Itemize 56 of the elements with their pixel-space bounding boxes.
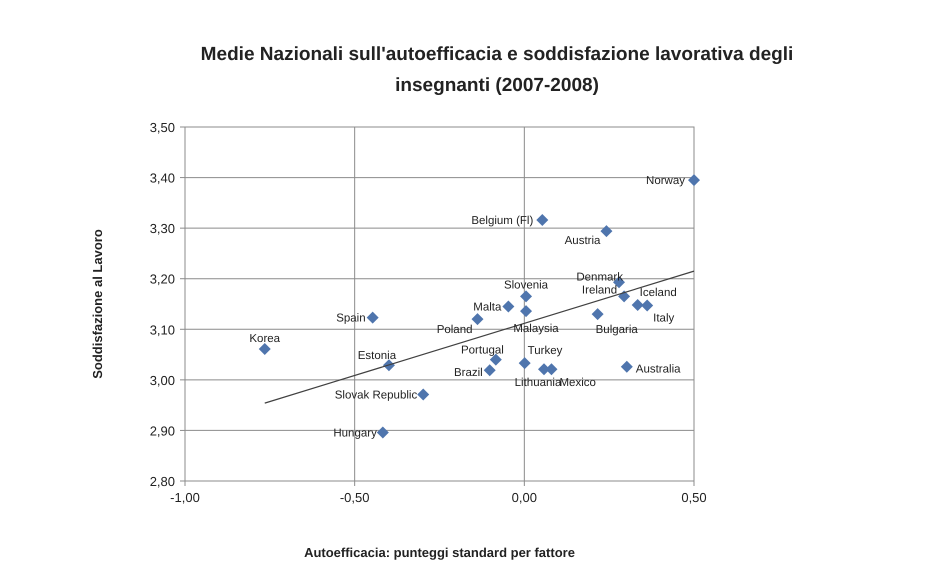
annotation: Slovak Republic — [334, 390, 418, 402]
y-tick-label: 2,80 — [150, 474, 175, 489]
y-tick-label: 2,90 — [150, 423, 175, 438]
annotation: Lithuania — [514, 377, 562, 390]
annotation: Malta — [473, 302, 502, 314]
point — [258, 343, 271, 356]
y-tick-label: 3,20 — [150, 272, 175, 287]
annotation: Ireland — [582, 284, 618, 296]
point — [592, 308, 604, 320]
annotation: Korea — [249, 333, 281, 346]
x-tick-label: -1,00 — [170, 490, 200, 505]
annotation: Turkey — [528, 345, 563, 358]
point — [366, 312, 379, 324]
annotation: Mexico — [559, 377, 596, 390]
point — [600, 225, 612, 238]
point — [484, 364, 496, 376]
annotation: Portugal — [460, 344, 504, 357]
point — [618, 290, 630, 302]
point — [472, 313, 484, 326]
x-tick-label: 0,00 — [512, 490, 537, 505]
y-tick-label: 3,30 — [150, 221, 175, 236]
point — [520, 290, 532, 302]
point — [376, 426, 389, 438]
point — [502, 300, 514, 313]
x-axis-title: Autoefficacia: punteggi standard per fattore — [304, 545, 575, 560]
point — [520, 305, 532, 318]
x-tick-label: 0,50 — [681, 490, 707, 505]
annotation: Estonia — [358, 350, 397, 362]
point — [620, 360, 633, 373]
annotation: Iceland — [640, 287, 677, 300]
annotation: Hungary — [333, 427, 378, 440]
annotation: Slovenia — [504, 279, 549, 292]
point — [632, 299, 644, 312]
annotation: Spain — [336, 312, 366, 325]
annotation: Italy — [653, 312, 675, 325]
y-tick-label: 3,10 — [150, 322, 175, 338]
annotation: Brazil — [454, 367, 483, 380]
point — [641, 300, 654, 312]
annotation: Belgium (Fl) — [471, 215, 534, 228]
y-tick-label: 3,40 — [150, 170, 175, 186]
annotation: Austria — [564, 235, 602, 248]
point — [417, 388, 430, 401]
y-tick-label: 3,00 — [150, 372, 175, 388]
point — [518, 357, 531, 370]
annotation: Malaysia — [513, 323, 560, 336]
annotation: Norway — [646, 175, 686, 188]
x-tick-label: -0,50 — [340, 490, 370, 505]
chart-title: Medie Nazionali sull'autoefficacia e soddisfazione lavorativa degli insegnanti (2007-2008) — [200, 44, 794, 96]
annotation: Poland — [436, 324, 473, 336]
y-tick-label: 3,50 — [150, 120, 175, 135]
point — [688, 174, 700, 186]
annotation: Australia — [636, 364, 682, 376]
annotation: Bulgaria — [596, 324, 638, 336]
annotation: Denmark — [576, 271, 624, 284]
y-axis-title: Soddisfazione al Lavoro — [90, 229, 105, 379]
point — [536, 214, 548, 226]
